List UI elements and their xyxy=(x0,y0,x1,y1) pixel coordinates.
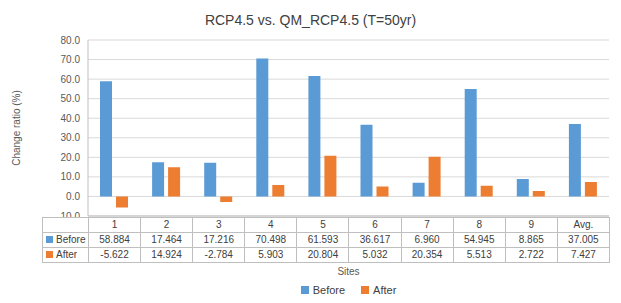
html-text:6.960: 6.960 xyxy=(414,234,440,245)
html-text:Sites: Sites xyxy=(337,266,360,277)
svg-text:-10.0: -10.0 xyxy=(57,211,80,217)
html-text:14.924: 14.924 xyxy=(151,249,182,260)
html-text:2: 2 xyxy=(163,219,170,230)
html-text:7.427: 7.427 xyxy=(570,249,596,260)
html-text:20.804: 20.804 xyxy=(307,249,339,260)
html-text:8.865: 8.865 xyxy=(518,234,544,245)
html-text:17.464: 17.464 xyxy=(151,234,182,245)
html-text:Before: Before xyxy=(312,284,346,296)
svg-text:10.0: 10.0 xyxy=(61,171,81,182)
html-text:5.032: 5.032 xyxy=(362,249,388,260)
html-text:5.903: 5.903 xyxy=(258,249,284,260)
html-text:-2.784: -2.784 xyxy=(204,249,233,260)
html-text:7: 7 xyxy=(424,219,430,230)
svg-text:70.0: 70.0 xyxy=(61,54,81,65)
svg-text:60.0: 60.0 xyxy=(61,74,81,85)
html-text:37.005: 37.005 xyxy=(568,234,599,245)
svg-text:Change ratio (%): Change ratio (%) xyxy=(11,90,22,166)
html-text:4: 4 xyxy=(268,219,274,230)
html-text:2.722: 2.722 xyxy=(518,249,544,260)
html-text:After: After xyxy=(56,249,78,260)
html-text:RCP4.5 vs. QM_RCP4.5 (T=50yr): RCP4.5 vs. QM_RCP4.5 (T=50yr) xyxy=(204,12,417,28)
html-text:8: 8 xyxy=(476,219,482,230)
html-text:70.498: 70.498 xyxy=(255,234,287,245)
html-text:5.513: 5.513 xyxy=(466,249,492,260)
html-text:6: 6 xyxy=(372,219,378,230)
html-text:61.593: 61.593 xyxy=(307,234,339,245)
svg-text:40.0: 40.0 xyxy=(61,113,81,124)
html-text:58.884: 58.884 xyxy=(99,234,130,245)
svg-text:30.0: 30.0 xyxy=(61,132,81,143)
html-text:54.945: 54.945 xyxy=(463,234,495,245)
svg-text:20.0: 20.0 xyxy=(61,152,81,163)
svg-text:50.0: 50.0 xyxy=(61,93,81,104)
html-text:17.216: 17.216 xyxy=(203,234,234,245)
html-text:After: After xyxy=(373,284,397,296)
svg-text:80.0: 80.0 xyxy=(61,35,81,46)
svg-text:0.0: 0.0 xyxy=(66,191,80,202)
html-text:-5.622: -5.622 xyxy=(100,249,129,260)
html-text:1: 1 xyxy=(111,219,118,230)
html-text:9: 9 xyxy=(528,219,535,230)
html-text:Before: Before xyxy=(56,234,86,245)
html-text:Avg.: Avg. xyxy=(573,219,594,230)
html-text:20.354: 20.354 xyxy=(411,249,443,260)
html-text:3: 3 xyxy=(216,219,222,230)
html-text:36.617: 36.617 xyxy=(359,234,391,245)
html-text:5: 5 xyxy=(320,219,326,230)
